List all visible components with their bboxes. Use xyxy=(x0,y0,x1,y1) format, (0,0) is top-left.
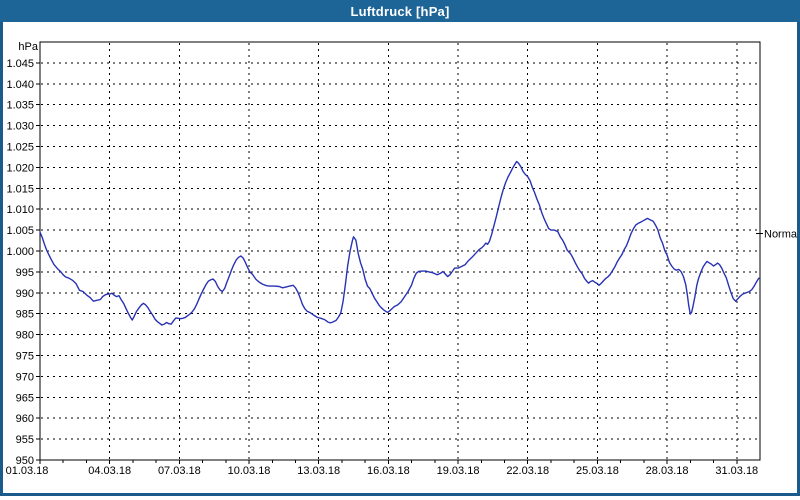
y-tick-label: 960 xyxy=(16,413,34,425)
y-tick-label: 950 xyxy=(16,455,34,467)
y-tick-label: 1.010 xyxy=(6,204,34,216)
pressure-curve xyxy=(39,160,760,326)
y-tick-label: 980 xyxy=(16,330,34,342)
y-tick-label: 1.045 xyxy=(6,58,34,70)
y-tick-label: 1.035 xyxy=(6,100,34,112)
y-tick-label: 1.020 xyxy=(6,162,34,174)
y-tick-label: 970 xyxy=(16,371,34,383)
window-title: Luftdruck [hPa] xyxy=(350,3,450,19)
x-tick-label: 13.03.18 xyxy=(297,465,340,477)
y-tick-label: 1.015 xyxy=(6,183,34,195)
y-tick-label: 1.030 xyxy=(6,121,34,133)
x-tick-label: 19.03.18 xyxy=(437,465,480,477)
y-tick-label: 965 xyxy=(16,392,34,404)
y-tick-label: 995 xyxy=(16,267,34,279)
y-tick-label: 985 xyxy=(16,309,34,321)
y-axis-unit-label: hPa xyxy=(18,41,38,53)
y-tick-label: 1.040 xyxy=(6,79,34,91)
y-tick-label: 990 xyxy=(16,288,34,300)
title-bar: Luftdruck [hPa] xyxy=(0,0,800,22)
plot-border xyxy=(39,41,761,461)
y-tick-label: 1.025 xyxy=(6,142,34,154)
x-tick-label: 16.03.18 xyxy=(367,465,410,477)
x-tick-label: 04.03.18 xyxy=(88,465,131,477)
y-tick-label: 975 xyxy=(16,351,34,363)
x-tick-label: 28.03.18 xyxy=(646,465,689,477)
y-tick-label: 1.005 xyxy=(6,225,34,237)
x-tick-label: 31.03.18 xyxy=(715,465,758,477)
x-tick-label: 07.03.18 xyxy=(158,465,201,477)
y-tick-label: 1.000 xyxy=(6,246,34,258)
x-tick-label: 22.03.18 xyxy=(506,465,549,477)
y-tick-label: 955 xyxy=(16,434,34,446)
x-tick-label: 10.03.18 xyxy=(228,465,271,477)
normal-annotation-label: Normal xyxy=(764,228,799,240)
x-tick-label: 01.03.18 xyxy=(6,465,49,477)
x-tick-label: 25.03.18 xyxy=(576,465,619,477)
